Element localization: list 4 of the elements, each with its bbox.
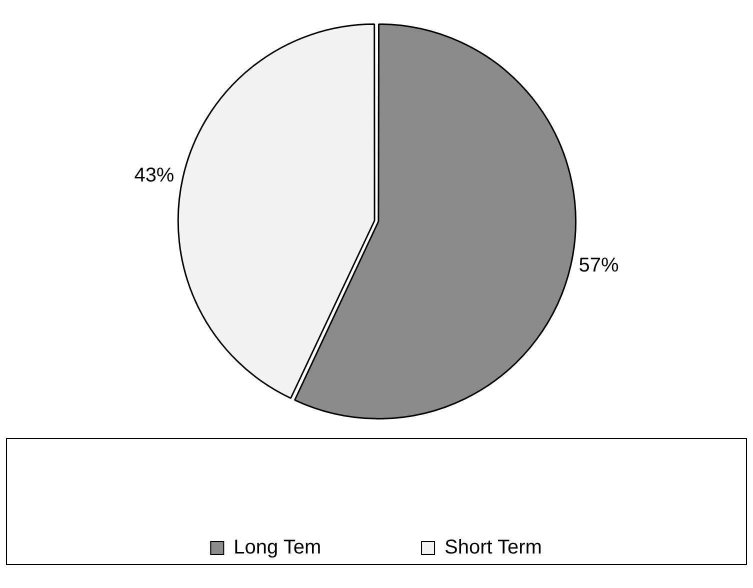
data-label: 43% [134, 164, 174, 186]
legend-label: Long Tem [234, 536, 322, 559]
data-label: 57% [578, 254, 620, 277]
legend-label: Short Term [444, 536, 542, 559]
